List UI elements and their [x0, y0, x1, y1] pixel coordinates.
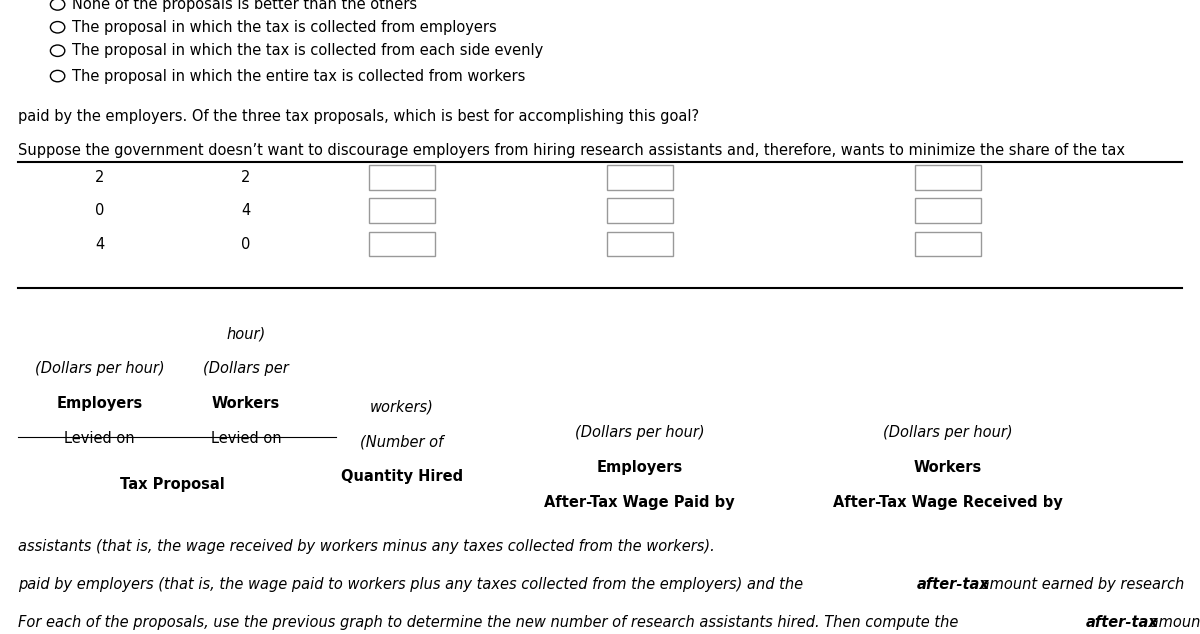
Text: Suppose the government doesn’t want to discourage employers from hiring research: Suppose the government doesn’t want to d… — [18, 143, 1126, 158]
Text: paid by the employers. Of the three tax proposals, which is best for accomplishi: paid by the employers. Of the three tax … — [18, 109, 700, 124]
Text: The proposal in which the tax is collected from each side evenly: The proposal in which the tax is collect… — [72, 43, 544, 58]
Text: Tax Proposal: Tax Proposal — [120, 477, 226, 492]
Text: The proposal in which the tax is collected from employers: The proposal in which the tax is collect… — [72, 20, 497, 35]
Ellipse shape — [50, 45, 65, 56]
Text: The proposal in which the entire tax is collected from workers: The proposal in which the entire tax is … — [72, 68, 526, 84]
Text: 4: 4 — [95, 236, 104, 252]
Text: Levied on: Levied on — [65, 431, 134, 446]
Text: paid by employers (that is, the wage paid to workers plus any taxes collected fr: paid by employers (that is, the wage pai… — [18, 577, 808, 592]
FancyBboxPatch shape — [916, 198, 982, 223]
Text: workers): workers) — [370, 399, 434, 415]
FancyBboxPatch shape — [370, 232, 436, 256]
Text: assistants (that is, the wage received by workers minus any taxes collected from: assistants (that is, the wage received b… — [18, 539, 715, 554]
Text: 2: 2 — [241, 170, 251, 185]
Text: (Dollars per hour): (Dollars per hour) — [575, 425, 704, 440]
Ellipse shape — [50, 0, 65, 10]
Ellipse shape — [50, 22, 65, 33]
Text: None of the proposals is better than the others: None of the proposals is better than the… — [72, 0, 418, 12]
Text: Employers: Employers — [56, 396, 143, 411]
Text: Workers: Workers — [914, 460, 982, 475]
FancyBboxPatch shape — [916, 232, 982, 256]
FancyBboxPatch shape — [370, 165, 436, 190]
Text: after-tax: after-tax — [917, 577, 990, 592]
Text: amount: amount — [1145, 615, 1200, 630]
FancyBboxPatch shape — [916, 165, 982, 190]
Text: hour): hour) — [227, 327, 265, 342]
Text: Workers: Workers — [212, 396, 280, 411]
FancyBboxPatch shape — [607, 165, 673, 190]
Text: amount earned by research: amount earned by research — [976, 577, 1184, 592]
Text: After-Tax Wage Received by: After-Tax Wage Received by — [833, 495, 1063, 510]
Text: Levied on: Levied on — [211, 431, 281, 446]
Text: (Dollars per hour): (Dollars per hour) — [883, 425, 1013, 440]
FancyBboxPatch shape — [607, 232, 673, 256]
FancyBboxPatch shape — [370, 198, 436, 223]
Text: After-Tax Wage Paid by: After-Tax Wage Paid by — [545, 495, 734, 510]
Text: Quantity Hired: Quantity Hired — [341, 469, 463, 484]
Text: (Dollars per: (Dollars per — [203, 361, 289, 377]
Text: 0: 0 — [241, 236, 251, 252]
Text: 0: 0 — [95, 203, 104, 218]
Text: (Number of: (Number of — [360, 434, 444, 450]
FancyBboxPatch shape — [607, 198, 673, 223]
Text: (Dollars per hour): (Dollars per hour) — [35, 361, 164, 377]
Text: after-tax: after-tax — [1086, 615, 1159, 630]
Text: For each of the proposals, use the previous graph to determine the new number of: For each of the proposals, use the previ… — [18, 615, 964, 630]
Text: 2: 2 — [95, 170, 104, 185]
Text: 4: 4 — [241, 203, 251, 218]
Ellipse shape — [50, 70, 65, 82]
Text: Employers: Employers — [596, 460, 683, 475]
